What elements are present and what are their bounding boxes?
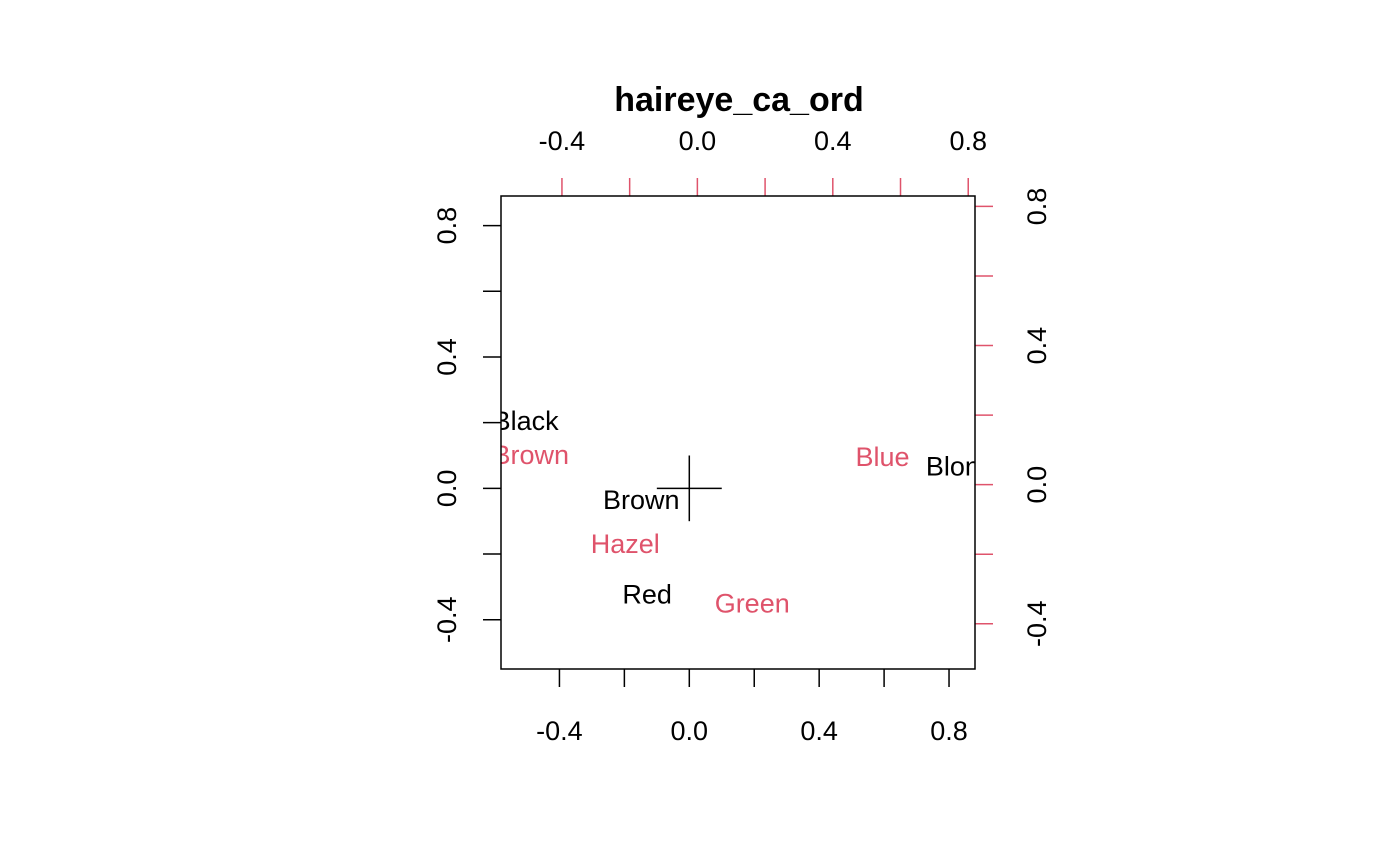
right-axis-tick-label: 0.4 <box>1022 327 1052 365</box>
top-axis-tick-label: 0.4 <box>814 126 852 156</box>
point-label-black: Black <box>493 406 560 436</box>
point-label-green: Green <box>715 589 790 619</box>
bottom-axis-tick-label: -0.4 <box>536 716 583 746</box>
point-label-brown: Brown <box>493 440 570 470</box>
point-label-blond: Blond <box>926 452 995 482</box>
bottom-axis-tick-label: 0.0 <box>671 716 709 746</box>
bottom-axis-tick-label: 0.4 <box>800 716 838 746</box>
right-axis-tick-label: 0.0 <box>1022 466 1052 504</box>
point-label-hazel: Hazel <box>591 529 660 559</box>
top-axis-tick-label: 0.0 <box>679 126 717 156</box>
point-label-brown: Brown <box>603 485 680 515</box>
right-axis-tick-label: 0.8 <box>1022 188 1052 226</box>
points-layer: Black Brown Red Blond Brown Blue Hazel Green <box>493 406 995 619</box>
left-axis-tick-label: 0.4 <box>432 338 462 376</box>
bottom-axis-tick-label: 0.8 <box>930 716 968 746</box>
point-label-red: Red <box>622 579 672 609</box>
axes-layer: -0.4 0.0 0.4 0.8 -0.4 0.0 0.4 0.8 -0.4 0.0 0.4 0.8 -… <box>432 126 1052 746</box>
top-axis-tick-label: 0.8 <box>949 126 987 156</box>
point-label-blue: Blue <box>856 442 910 472</box>
left-axis-tick-label: 0.0 <box>432 470 462 508</box>
chart-title: haireye_ca_ord <box>614 81 864 119</box>
left-axis-tick-label: -0.4 <box>432 596 462 643</box>
right-axis-tick-label: -0.4 <box>1022 601 1052 648</box>
left-axis-tick-label: 0.8 <box>432 207 462 245</box>
top-axis-tick-label: -0.4 <box>539 126 586 156</box>
plot-frame <box>500 195 976 670</box>
